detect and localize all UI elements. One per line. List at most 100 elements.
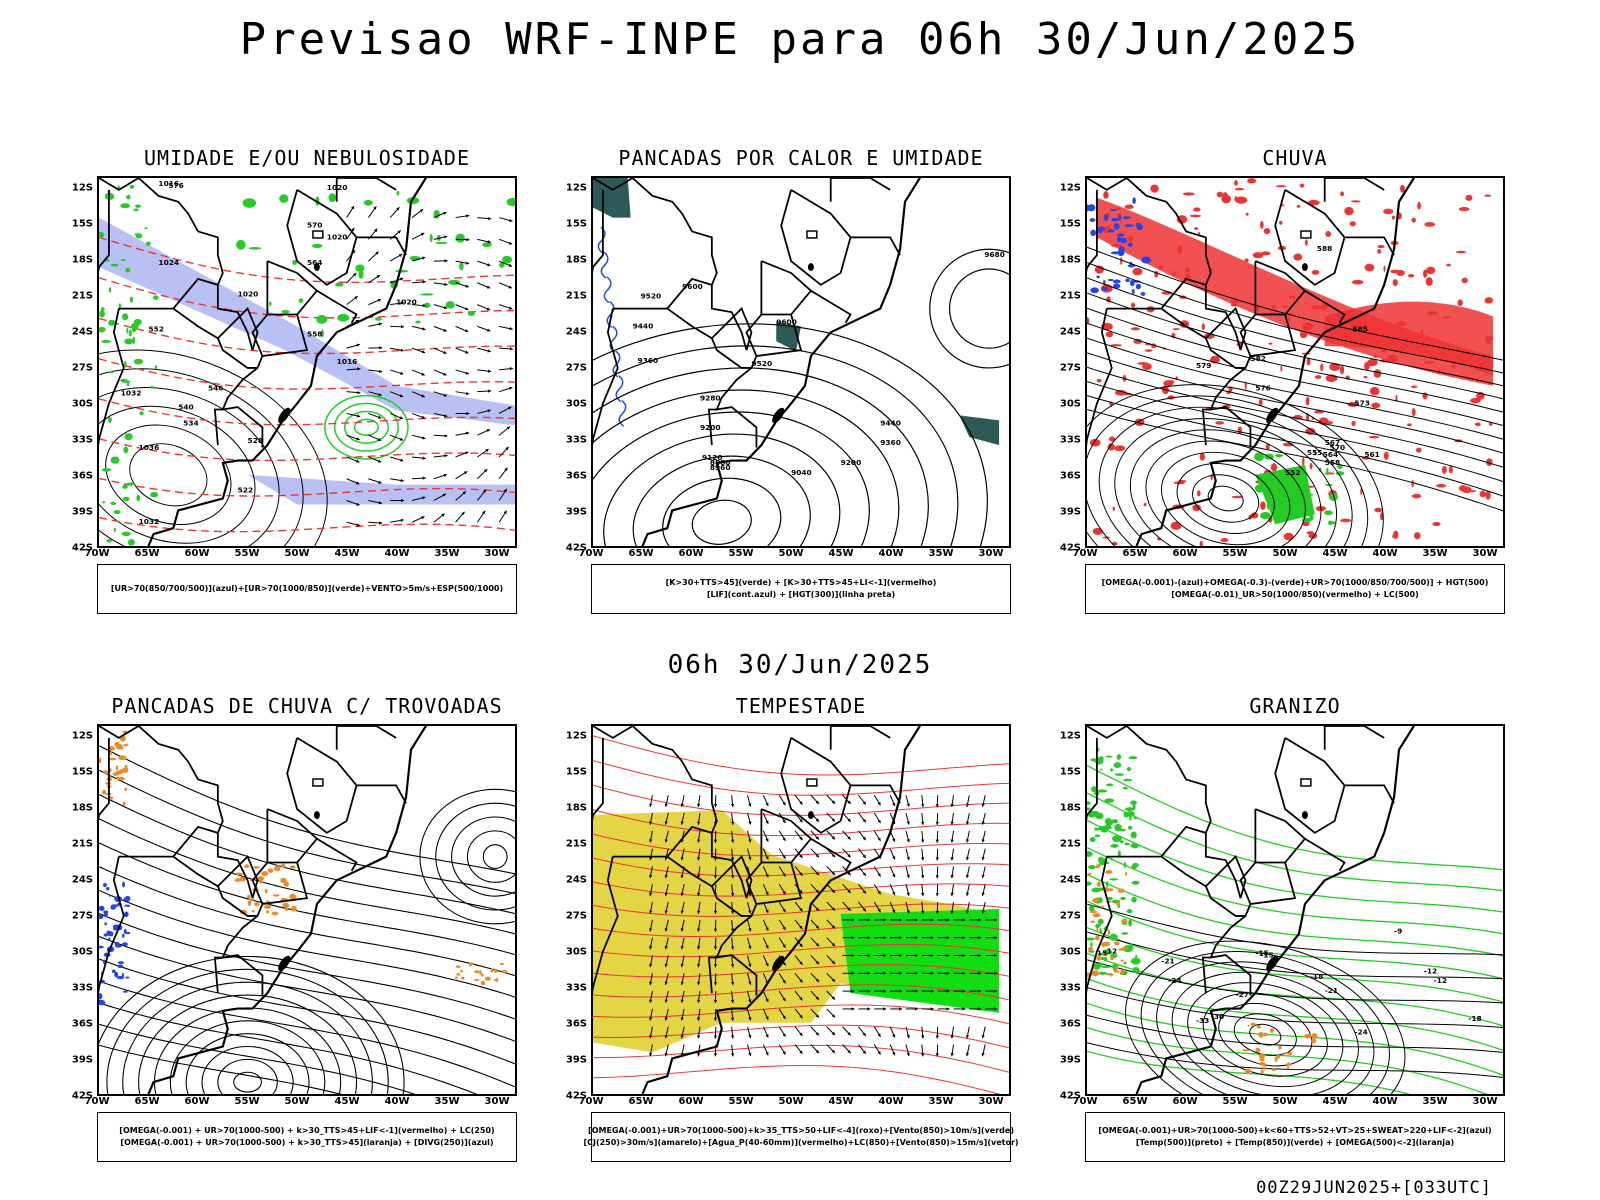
height-contour	[1176, 463, 1275, 534]
border-line	[251, 313, 309, 358]
wind-vector	[486, 307, 491, 311]
lat-tick-label: 36S	[71, 1018, 93, 1030]
lon-tick-label: 30W	[1472, 1096, 1498, 1107]
wind-vector	[962, 918, 966, 922]
wind-vector	[782, 855, 786, 859]
omega-500-speck	[1274, 1056, 1278, 1062]
contour-label: 564	[1323, 450, 1338, 459]
lon-tick-label: 65W	[134, 1096, 160, 1107]
divergence-speck	[111, 969, 116, 974]
rain-speck	[1400, 184, 1405, 193]
wind-vector	[867, 971, 871, 975]
wind-vector	[378, 501, 382, 505]
thunderstorm-speck	[115, 765, 119, 771]
lat-tick-label: 18S	[1059, 802, 1081, 814]
water-contour	[593, 809, 1009, 837]
wind-vector	[748, 1034, 752, 1039]
humidity-speck	[395, 269, 409, 273]
temp-speck	[1121, 932, 1129, 935]
wind-vector	[892, 1051, 896, 1056]
humidity-speck	[122, 484, 128, 489]
omega-500-speck	[1119, 972, 1124, 975]
wind-vector	[877, 801, 881, 806]
humidity-speck	[113, 509, 121, 515]
lat-tick-label: 36S	[565, 1018, 587, 1030]
rain-speck	[1132, 267, 1143, 276]
lat-tick-label: 21S	[565, 290, 587, 302]
rain-speck	[1408, 274, 1415, 278]
border-line	[715, 355, 758, 448]
rain-speck	[1114, 445, 1126, 452]
height-contour	[603, 433, 841, 546]
border-line	[1323, 726, 1385, 750]
wind-vector	[965, 874, 970, 879]
wind-vector	[877, 873, 881, 877]
lat-tick-label: 15S	[71, 218, 93, 230]
lon-tick-label: 35W	[928, 548, 954, 559]
wind-vector	[505, 446, 509, 451]
wind-vector	[730, 857, 735, 861]
wind-vector	[815, 996, 819, 1000]
border-line	[266, 260, 319, 316]
rain-speck	[1103, 191, 1109, 199]
border-line	[711, 307, 753, 351]
omega-500-speck	[1096, 956, 1103, 961]
wind-vector	[877, 819, 881, 824]
omega-500-speck	[1286, 1062, 1293, 1066]
pressure-contour	[99, 387, 280, 546]
wind-vector	[465, 371, 469, 375]
omega-500-speck	[1096, 883, 1100, 886]
border-line	[286, 189, 358, 286]
temp-speck	[1087, 937, 1095, 941]
wind-vector	[782, 801, 786, 806]
rain-speck	[1324, 472, 1336, 475]
lon-tick-label: 70W	[84, 548, 110, 559]
humidity-speck	[101, 339, 111, 343]
wind-vector	[946, 971, 950, 975]
wind-vector	[680, 803, 684, 807]
border-line	[335, 726, 397, 750]
wind-vector	[697, 892, 701, 897]
map-frame: 588 585 582 579 576 573 570 567 564 561 558 555 552	[1085, 176, 1505, 548]
wind-vector	[815, 800, 819, 804]
temp-speck	[1097, 918, 1104, 925]
humidity-speck	[311, 243, 323, 248]
divergence-speck	[99, 993, 103, 1000]
temp-speck	[1125, 811, 1135, 817]
omega-500-speck	[1100, 905, 1105, 909]
divergence-speck	[117, 961, 125, 965]
humidity-speck	[154, 365, 158, 370]
rain-speck	[1488, 422, 1493, 426]
border-line	[810, 290, 852, 324]
omega-speck	[1279, 484, 1288, 492]
thunderstorm-speck	[122, 744, 129, 747]
temp-850-contour	[1087, 1050, 1411, 1094]
contour-label: 9120	[702, 453, 723, 462]
lon-tick-label: 40W	[384, 1096, 410, 1107]
lat-tick-label: 24S	[1059, 874, 1081, 886]
border-line	[335, 178, 397, 202]
thunderstorm-speck	[455, 965, 461, 968]
wind-vector	[356, 437, 360, 441]
lat-tick-label: 42S	[565, 542, 587, 554]
rain-speck	[1247, 178, 1257, 184]
rain-speck	[1185, 267, 1190, 274]
wind-vector	[378, 322, 382, 326]
rain-speck	[1176, 215, 1188, 224]
thunderstorm-speck	[99, 757, 102, 764]
federal-district	[1300, 230, 1312, 239]
lake	[1266, 955, 1279, 972]
rain-speck	[1245, 212, 1249, 216]
rain-speck	[1234, 187, 1245, 191]
border-line	[666, 307, 752, 369]
contour-label: 558	[1325, 458, 1340, 467]
wind-vector	[730, 839, 735, 843]
temp-speck	[1104, 798, 1115, 803]
wind-vector	[509, 327, 513, 331]
legend-line: [OMEGA(-0.001) + UR>70(1000-500) + k>30_…	[119, 1126, 495, 1135]
map-layers	[99, 726, 515, 1094]
longitude-axis: 70W 65W 60W 55W 50W 45W 40W 35W 30W	[1073, 548, 1505, 562]
wind-vector	[375, 251, 379, 255]
rain-speck	[1340, 191, 1344, 197]
rain-speck	[1484, 194, 1492, 197]
